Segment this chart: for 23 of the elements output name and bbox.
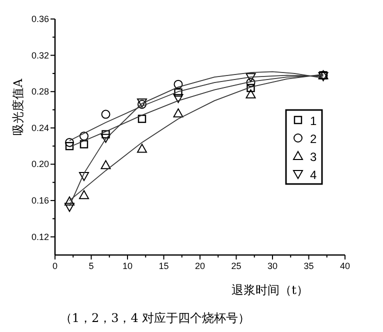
- legend-label: 1: [310, 114, 317, 128]
- x-tick-label: 35: [304, 261, 314, 271]
- y-tick-label: 0.16: [31, 196, 49, 206]
- x-tick-label: 25: [231, 261, 242, 271]
- text: （1，2，3，4 对应于四个烧杯号）: [60, 311, 250, 325]
- legend-label: 4: [310, 168, 317, 182]
- x-tick-label: 5: [88, 261, 94, 271]
- x-tick-label: 40: [340, 261, 350, 271]
- y-tick-label: 0.28: [31, 86, 49, 97]
- y-tick-label: 0.32: [31, 50, 49, 60]
- y-tick-label: 0.12: [31, 232, 49, 242]
- x-tick-label: 10: [122, 261, 133, 271]
- y-tick-label: 0.36: [31, 14, 49, 24]
- legend-label: 2: [310, 132, 317, 146]
- x-axis-title: 退浆时间（t）: [232, 283, 308, 297]
- x-tick-label: 30: [267, 261, 278, 271]
- x-tick-label: 0: [52, 261, 58, 271]
- legend-label: 3: [310, 150, 317, 164]
- x-tick-label: 15: [158, 261, 169, 271]
- y-tick-label: 0.20: [31, 159, 49, 170]
- y-tick-label: 0.24: [31, 122, 49, 133]
- x-tick-label: 20: [194, 261, 206, 271]
- y-axis-title: 吸光度值A: [11, 78, 25, 136]
